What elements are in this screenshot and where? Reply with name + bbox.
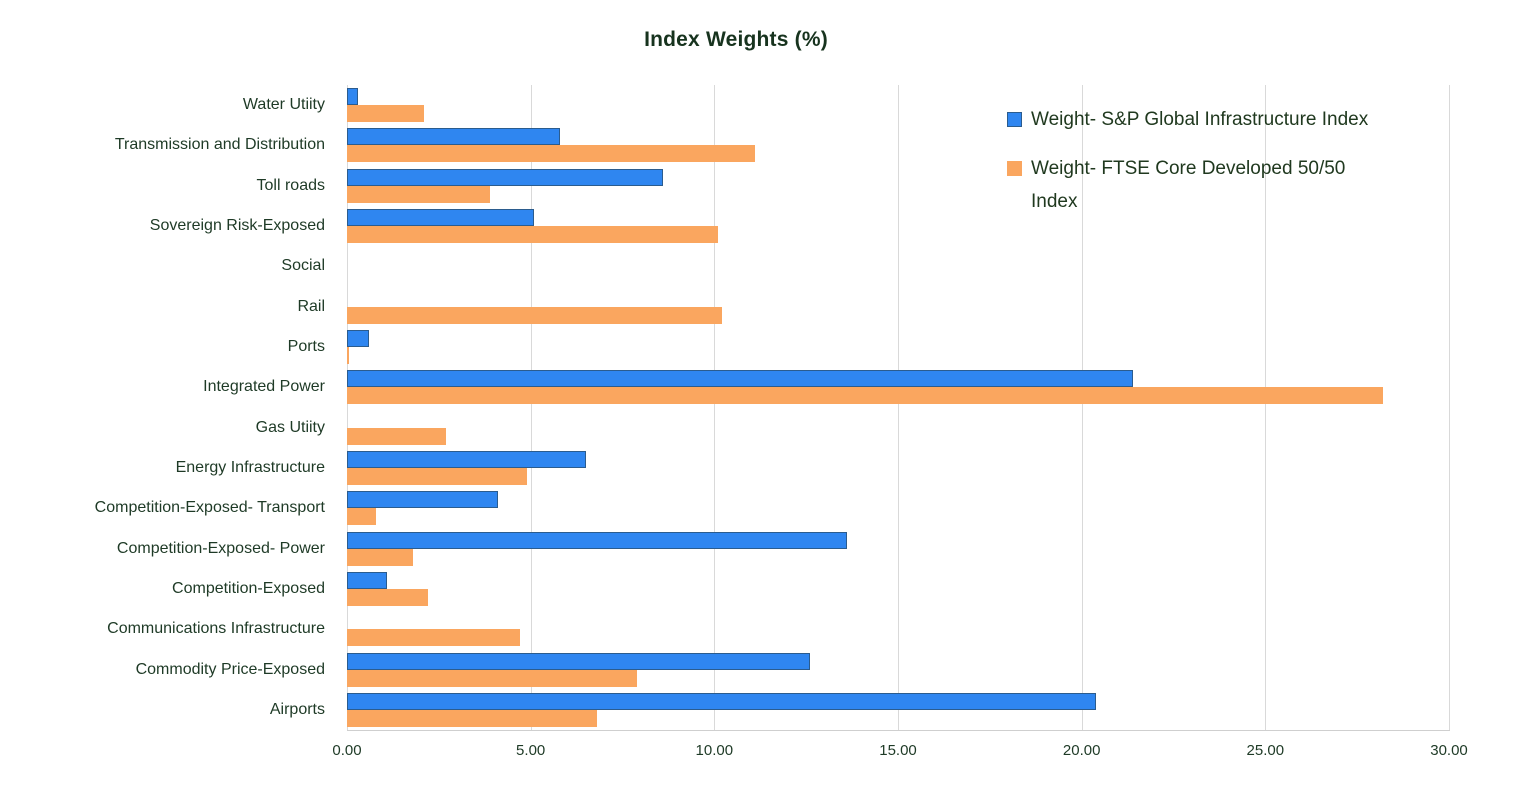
bar-row [347,125,1449,165]
x-tick-label: 30.00 [1430,742,1468,759]
bar-ftse-core-developed [347,467,527,485]
bar-ftse-core-developed [347,508,377,526]
category-label: Energy Infrastructure [175,458,325,476]
bar-ftse-core-developed [347,145,755,163]
bar-row [347,166,1449,206]
legend: Weight- S&P Global Infrastructure Index W… [1007,103,1407,234]
x-tick-label: 10.00 [695,742,734,759]
bar-sp-global-infrastructure [347,571,388,589]
gridline [1265,85,1267,730]
bar-ftse-core-developed [347,185,491,203]
bar-sp-global-infrastructure [347,330,370,348]
x-axis-line [347,730,1450,731]
category-label: Commodity Price-Exposed [135,660,325,678]
bar-ftse-core-developed [347,669,638,687]
bar-sp-global-infrastructure [347,370,1134,388]
bar-row [347,367,1449,407]
category-label: Gas Utiity [255,418,325,436]
bar-row [347,649,1449,689]
bar-ftse-core-developed [347,105,425,123]
gridline [1081,85,1083,730]
bar-row [347,85,1449,125]
bar-sp-global-infrastructure [347,88,359,106]
legend-swatch-icon [1007,112,1022,127]
bar-ftse-core-developed [347,226,718,244]
plot-area: Weight- S&P Global Infrastructure Index W… [347,85,1450,730]
bar-ftse-core-developed [347,588,428,606]
bar-row [347,246,1449,286]
bar-row [347,206,1449,246]
bar-ftse-core-developed [347,548,414,566]
legend-item: Weight- S&P Global Infrastructure Index [1007,103,1407,136]
category-label: Sovereign Risk-Exposed [149,217,325,235]
legend-item-label: Weight- FTSE Core Developed 50/50 Index [1031,158,1346,212]
bar-sp-global-infrastructure [347,450,586,468]
bar-row [347,569,1449,609]
bar-sp-global-infrastructure [347,128,561,146]
category-label: Water Utiity [242,96,325,114]
bar-row [347,609,1449,649]
category-label: Competition-Exposed- Transport [94,499,325,517]
bar-sp-global-infrastructure [347,491,498,509]
bar-row [347,327,1449,367]
category-label: Communications Infrastructure [107,620,325,638]
x-tick-label: 15.00 [879,742,917,759]
category-label: Rail [297,297,325,315]
bar-ftse-core-developed [347,709,597,727]
legend-item: Weight- FTSE Core Developed 50/50 Index [1007,152,1407,218]
category-label: Integrated Power [203,378,325,396]
bar-sp-global-infrastructure [347,652,810,670]
bar-row [347,690,1449,730]
bar-sp-global-infrastructure [347,209,535,227]
bar-ftse-core-developed [347,387,1383,405]
bar-rows [347,85,1449,730]
bar-sp-global-infrastructure [347,168,663,186]
gridline [898,85,899,730]
bar-ftse-core-developed [347,306,722,324]
bar-row [347,408,1449,448]
gridline [530,85,532,730]
x-axis-tick-labels: 0.00 5.00 10.00 15.00 20.00 25.00 30.00 [332,742,1467,764]
category-label: Social [281,257,325,275]
chart-title: Index Weights (%) [644,28,828,51]
bar-ftse-core-developed [347,629,520,647]
bar-row [347,528,1449,568]
bar-row [347,287,1449,327]
x-tick-label: 0.00 [332,742,362,759]
category-label: Transmission and Distribution [114,136,325,154]
gridline [1449,85,1450,730]
category-label: Competition-Exposed- Power [116,539,325,557]
bar-row [347,488,1449,528]
bar-ftse-core-developed [347,427,447,445]
bar-sp-global-infrastructure [347,531,847,549]
legend-swatch-icon [1007,161,1022,176]
bar-row [347,448,1449,488]
category-label: Competition-Exposed [172,579,325,597]
x-tick-label: 20.00 [1062,742,1101,759]
x-tick-label: 25.00 [1246,742,1285,759]
y-axis-category-labels: Water Utiity Transmission and Distributio… [0,85,325,730]
gridline [714,85,716,730]
legend-item-label: Weight- S&P Global Infrastructure Index [1031,109,1369,130]
category-label: Ports [287,338,325,356]
x-tick-label: 5.00 [516,742,546,759]
bar-sp-global-infrastructure [347,692,1097,710]
bar-ftse-core-developed [347,347,349,365]
category-label: Airports [269,700,325,718]
gridline [347,85,348,730]
category-label: Toll roads [256,176,325,194]
